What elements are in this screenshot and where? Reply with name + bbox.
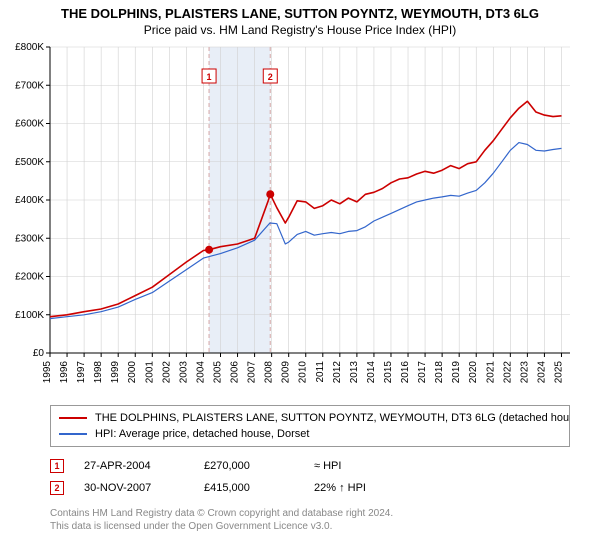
title-block: THE DOLPHINS, PLAISTERS LANE, SUTTON POY… bbox=[0, 0, 600, 39]
svg-text:2006: 2006 bbox=[230, 361, 241, 384]
svg-text:1995: 1995 bbox=[42, 361, 53, 384]
svg-text:2003: 2003 bbox=[178, 361, 189, 384]
svg-text:2015: 2015 bbox=[383, 361, 394, 384]
sale-delta-2: 22% ↑ HPI bbox=[314, 482, 414, 494]
svg-text:1997: 1997 bbox=[76, 361, 87, 384]
legend-swatch-hpi bbox=[59, 433, 87, 434]
svg-text:2019: 2019 bbox=[451, 361, 462, 384]
svg-text:2009: 2009 bbox=[281, 361, 292, 384]
svg-text:2017: 2017 bbox=[417, 361, 428, 384]
legend: THE DOLPHINS, PLAISTERS LANE, SUTTON POY… bbox=[50, 405, 570, 447]
svg-text:2000: 2000 bbox=[127, 361, 138, 384]
legend-label-property: THE DOLPHINS, PLAISTERS LANE, SUTTON POY… bbox=[95, 412, 569, 424]
svg-text:1996: 1996 bbox=[59, 361, 70, 384]
svg-text:2014: 2014 bbox=[366, 361, 377, 384]
svg-text:2007: 2007 bbox=[247, 361, 258, 384]
svg-text:2004: 2004 bbox=[195, 361, 206, 384]
page: THE DOLPHINS, PLAISTERS LANE, SUTTON POY… bbox=[0, 0, 600, 560]
sale-row-2: 2 30-NOV-2007 £415,000 22% ↑ HPI bbox=[50, 477, 570, 499]
svg-text:2016: 2016 bbox=[400, 361, 411, 384]
svg-text:£0: £0 bbox=[33, 348, 45, 359]
legend-row-hpi: HPI: Average price, detached house, Dors… bbox=[59, 426, 561, 442]
svg-text:2013: 2013 bbox=[349, 361, 360, 384]
chart: £0 £100K £200K £300K £400K £500K £600K £700K £80… bbox=[0, 39, 600, 399]
svg-text:2011: 2011 bbox=[315, 361, 326, 383]
sale-marker-1: 1 bbox=[50, 459, 64, 473]
svg-text:£300K: £300K bbox=[15, 233, 44, 244]
svg-text:£100K: £100K bbox=[15, 310, 44, 321]
sale-delta-1: ≈ HPI bbox=[314, 460, 414, 472]
title-line2: Price paid vs. HM Land Registry's House … bbox=[10, 23, 590, 37]
svg-text:2023: 2023 bbox=[519, 361, 530, 384]
svg-text:1998: 1998 bbox=[93, 361, 104, 384]
sale-marker-2: 2 bbox=[50, 481, 64, 495]
svg-text:1: 1 bbox=[207, 72, 212, 82]
sale-date-1: 27-APR-2004 bbox=[84, 460, 184, 472]
legend-row-property: THE DOLPHINS, PLAISTERS LANE, SUTTON POY… bbox=[59, 410, 561, 426]
svg-text:2: 2 bbox=[268, 72, 273, 82]
svg-text:2001: 2001 bbox=[144, 361, 155, 384]
svg-text:2010: 2010 bbox=[298, 361, 309, 384]
sale-row-1: 1 27-APR-2004 £270,000 ≈ HPI bbox=[50, 455, 570, 477]
title-line1: THE DOLPHINS, PLAISTERS LANE, SUTTON POY… bbox=[10, 6, 590, 21]
svg-text:£400K: £400K bbox=[15, 195, 44, 206]
svg-text:£500K: £500K bbox=[15, 157, 44, 168]
svg-text:2008: 2008 bbox=[264, 361, 275, 384]
sale-price-2: £415,000 bbox=[204, 482, 294, 494]
svg-text:2020: 2020 bbox=[468, 361, 479, 384]
sales-table: 1 27-APR-2004 £270,000 ≈ HPI 2 30-NOV-20… bbox=[50, 455, 570, 499]
svg-text:2002: 2002 bbox=[161, 361, 172, 384]
svg-text:£200K: £200K bbox=[15, 272, 44, 283]
svg-text:1999: 1999 bbox=[110, 361, 121, 384]
svg-text:2022: 2022 bbox=[502, 361, 513, 384]
sale-date-2: 30-NOV-2007 bbox=[84, 482, 184, 494]
svg-text:2025: 2025 bbox=[553, 361, 564, 384]
footer: Contains HM Land Registry data © Crown c… bbox=[50, 507, 570, 533]
svg-text:2005: 2005 bbox=[212, 361, 223, 384]
footer-line2: This data is licensed under the Open Gov… bbox=[50, 520, 570, 533]
svg-text:£600K: £600K bbox=[15, 119, 44, 130]
chart-svg: £0 £100K £200K £300K £400K £500K £600K £700K £80… bbox=[0, 39, 600, 399]
svg-text:£800K: £800K bbox=[15, 42, 44, 53]
legend-label-hpi: HPI: Average price, detached house, Dors… bbox=[95, 428, 309, 440]
footer-line1: Contains HM Land Registry data © Crown c… bbox=[50, 507, 570, 520]
svg-text:£700K: £700K bbox=[15, 80, 44, 91]
svg-text:2018: 2018 bbox=[434, 361, 445, 384]
svg-text:2021: 2021 bbox=[485, 361, 496, 384]
sale-price-1: £270,000 bbox=[204, 460, 294, 472]
svg-text:2024: 2024 bbox=[536, 361, 547, 384]
svg-text:2012: 2012 bbox=[332, 361, 343, 384]
legend-swatch-property bbox=[59, 417, 87, 419]
